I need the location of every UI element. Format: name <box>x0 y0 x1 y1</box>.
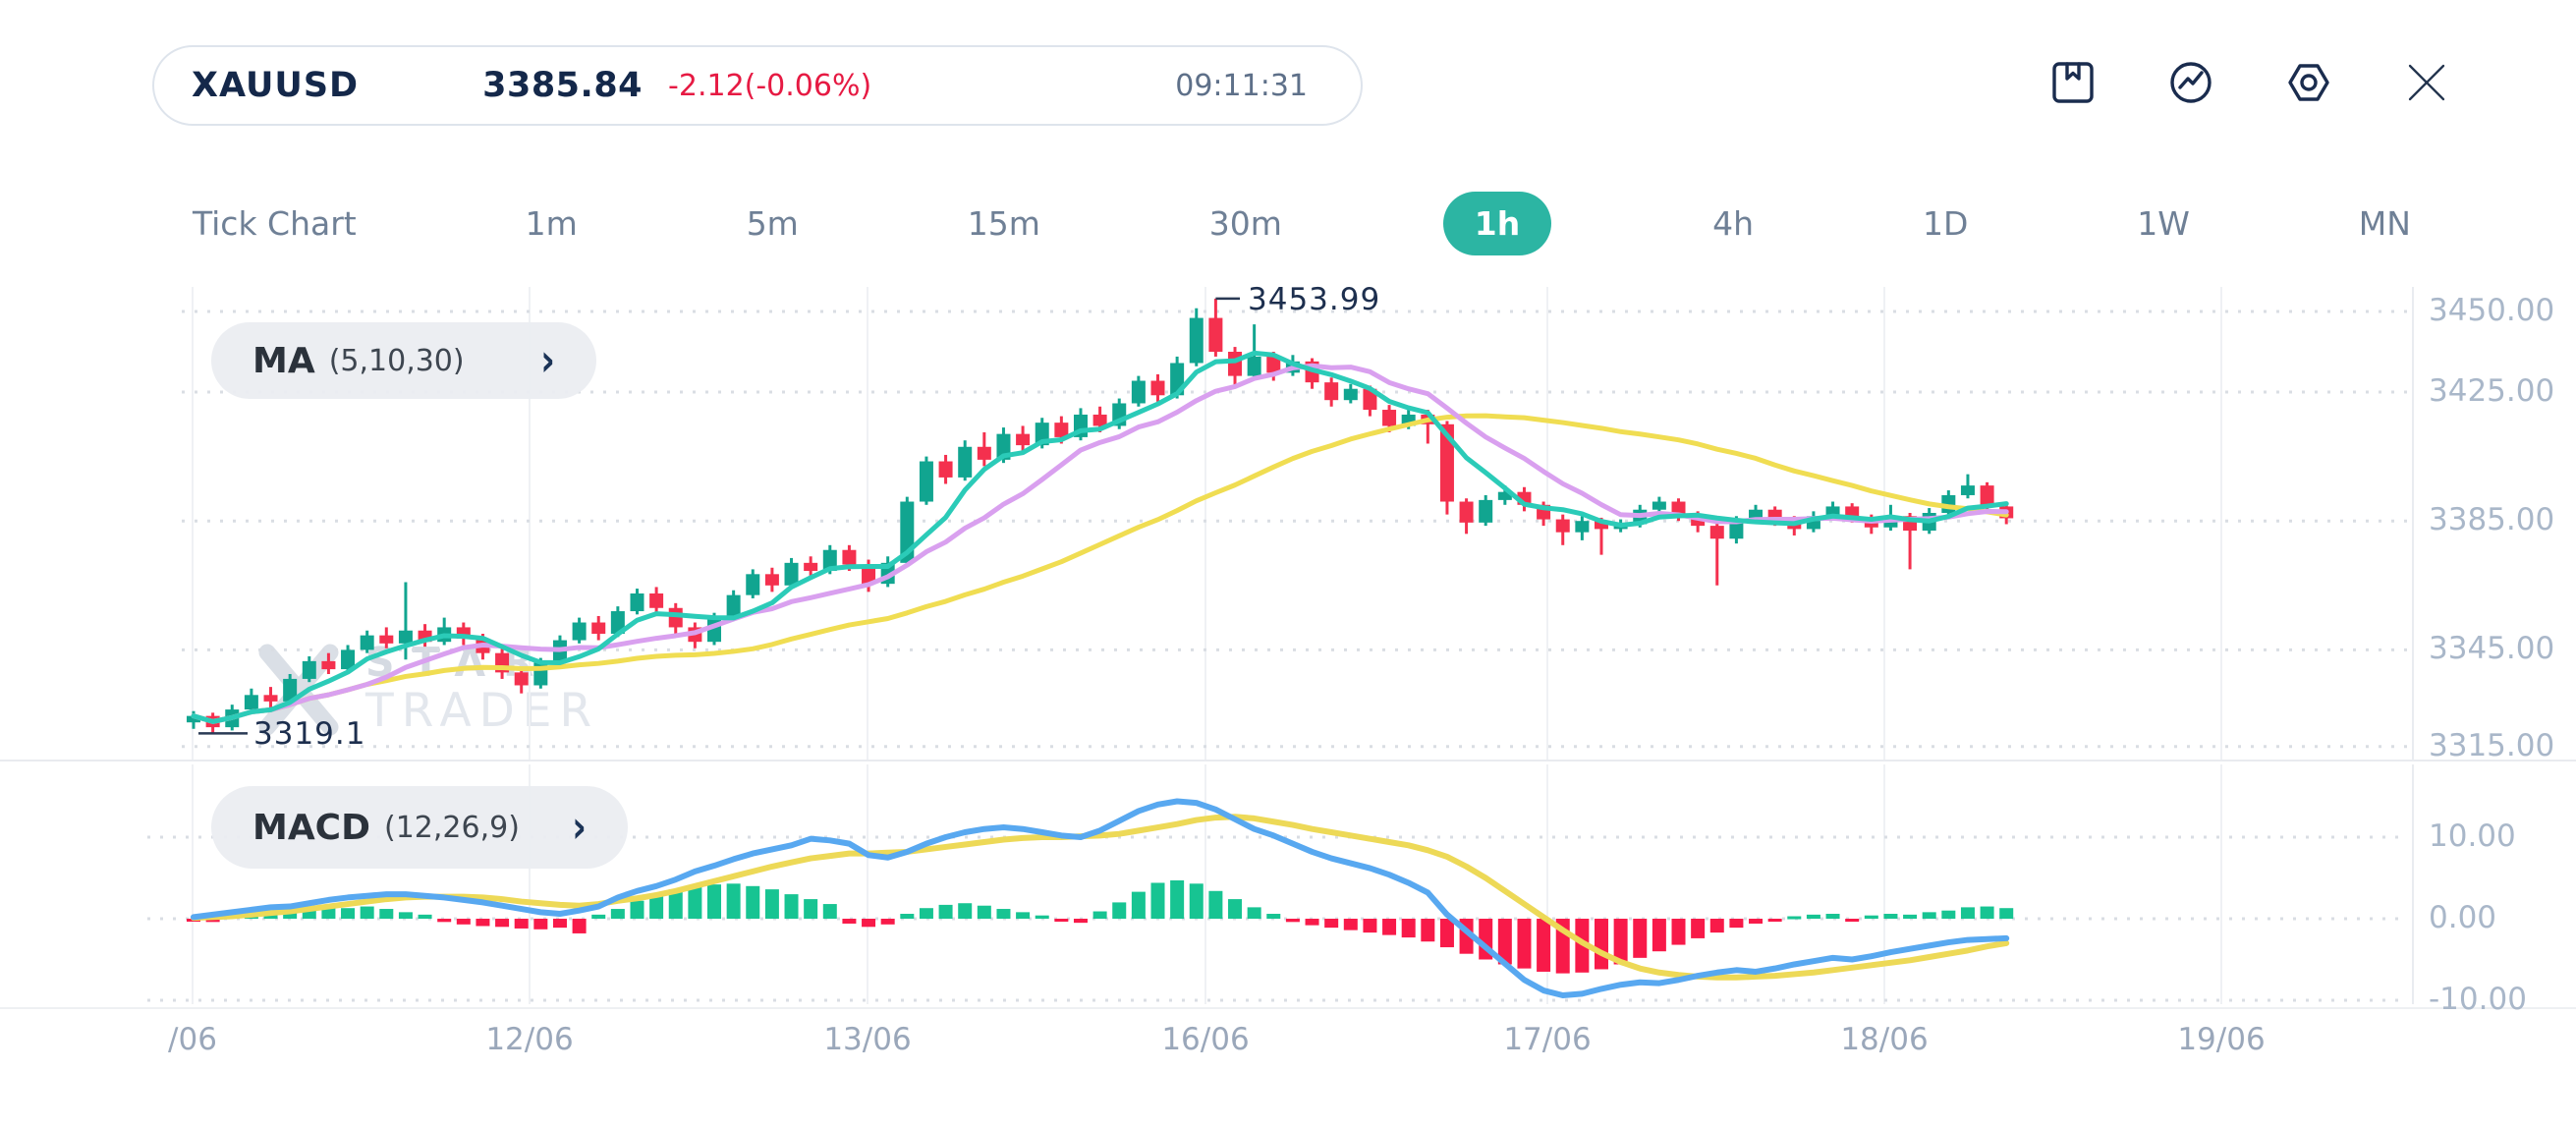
timeframe-tabs: Tick Chart 1m 5m 15m 30m 1h 4h 1D 1W MN <box>185 187 2419 259</box>
star-trader-logo-icon <box>258 644 339 736</box>
macd-axis-tick: 10.00 <box>2429 818 2516 854</box>
macd-indicator-pill[interactable]: MACD (12,26,9) › <box>211 786 628 869</box>
price-axis-tick: 3385.00 <box>2429 502 2555 538</box>
low-price-annotation: 3319.1 <box>253 716 366 752</box>
tab-1d[interactable]: 1D <box>1922 203 1969 243</box>
watermark-line2: TRADER <box>365 684 600 738</box>
tab-1h[interactable]: 1h <box>1442 191 1552 255</box>
bottom-separator <box>0 1007 2576 1009</box>
chevron-right-icon[interactable]: › <box>540 335 555 386</box>
panel-separator <box>0 760 2576 761</box>
chevron-right-icon[interactable]: › <box>572 802 587 853</box>
ma-indicator-name: MA <box>252 340 315 381</box>
tab-mn[interactable]: MN <box>2358 203 2411 243</box>
price-axis-tick: 3345.00 <box>2429 631 2555 667</box>
settings-icon[interactable] <box>2285 59 2332 106</box>
tab-15m[interactable]: 15m <box>967 203 1040 243</box>
price-axis-tick: 3425.00 <box>2429 373 2555 409</box>
macd-axis-tick: -10.00 <box>2429 982 2527 1017</box>
price-change: -2.12(-0.06%) <box>668 68 872 103</box>
high-price-annotation: 3453.99 <box>1248 282 1381 317</box>
last-price: 3385.84 <box>482 66 644 105</box>
close-icon[interactable] <box>2403 59 2450 106</box>
symbol-name: XAUUSD <box>192 66 360 105</box>
date-axis-tick: 12/06 <box>485 1022 574 1057</box>
macd-indicator-name: MACD <box>252 807 370 848</box>
symbol-header-pill: XAUUSD 3385.84 -2.12(-0.06%) 09:11:31 <box>152 45 1363 126</box>
date-axis-tick: 13/06 <box>823 1022 912 1057</box>
macd-indicator-params: (12,26,9) <box>384 810 520 845</box>
price-axis-tick: 3450.00 <box>2429 293 2555 328</box>
tab-1w[interactable]: 1W <box>2137 203 2190 243</box>
server-time: 09:11:31 <box>1175 68 1308 103</box>
tab-1m[interactable]: 1m <box>525 203 578 243</box>
date-axis-tick: 18/06 <box>1840 1022 1929 1057</box>
chart-toolbar <box>2049 59 2450 106</box>
tab-30m[interactable]: 30m <box>1208 203 1282 243</box>
date-axis-tick: 17/06 <box>1503 1022 1592 1057</box>
price-axis-tick: 3315.00 <box>2429 727 2555 763</box>
tab-5m[interactable]: 5m <box>746 203 799 243</box>
tab-4h[interactable]: 4h <box>1712 203 1755 243</box>
indicators-icon[interactable] <box>2167 59 2214 106</box>
date-axis-tick: 19/06 <box>2177 1022 2266 1057</box>
date-axis-tick: /06 <box>168 1022 217 1057</box>
ma-indicator-pill[interactable]: MA (5,10,30) › <box>211 322 596 399</box>
tab-tick-chart[interactable]: Tick Chart <box>193 203 357 243</box>
macd-chart-canvas[interactable] <box>0 764 2576 1007</box>
bookmark-icon[interactable] <box>2049 59 2097 106</box>
macd-axis-tick: 0.00 <box>2429 900 2497 935</box>
date-axis-tick: 16/06 <box>1161 1022 1250 1057</box>
ma-indicator-params: (5,10,30) <box>328 343 465 378</box>
